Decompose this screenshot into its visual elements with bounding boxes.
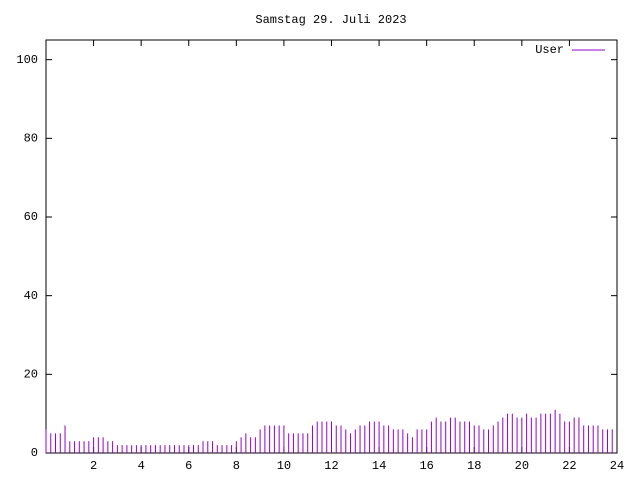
x-tick-label: 12 xyxy=(324,459,338,473)
x-tick-label: 14 xyxy=(372,459,386,473)
y-tick-label: 40 xyxy=(24,289,38,303)
x-tick-label: 24 xyxy=(610,459,624,473)
x-tick-label: 10 xyxy=(277,459,291,473)
x-tick-label: 16 xyxy=(419,459,433,473)
y-tick-label: 0 xyxy=(31,446,38,460)
y-tick-label: 20 xyxy=(24,368,38,382)
chart-title: Samstag 29. Juli 2023 xyxy=(255,13,406,27)
x-tick-label: 18 xyxy=(467,459,481,473)
y-tick-label: 60 xyxy=(24,210,38,224)
x-tick-label: 22 xyxy=(562,459,576,473)
x-tick-label: 4 xyxy=(138,459,145,473)
x-tick-label: 6 xyxy=(185,459,192,473)
x-tick-label: 2 xyxy=(90,459,97,473)
legend-label: User xyxy=(535,43,564,57)
y-tick-label: 100 xyxy=(16,53,38,67)
y-tick-label: 80 xyxy=(24,132,38,146)
x-tick-label: 8 xyxy=(233,459,240,473)
plot-frame xyxy=(45,39,618,454)
x-tick-label: 20 xyxy=(515,459,529,473)
